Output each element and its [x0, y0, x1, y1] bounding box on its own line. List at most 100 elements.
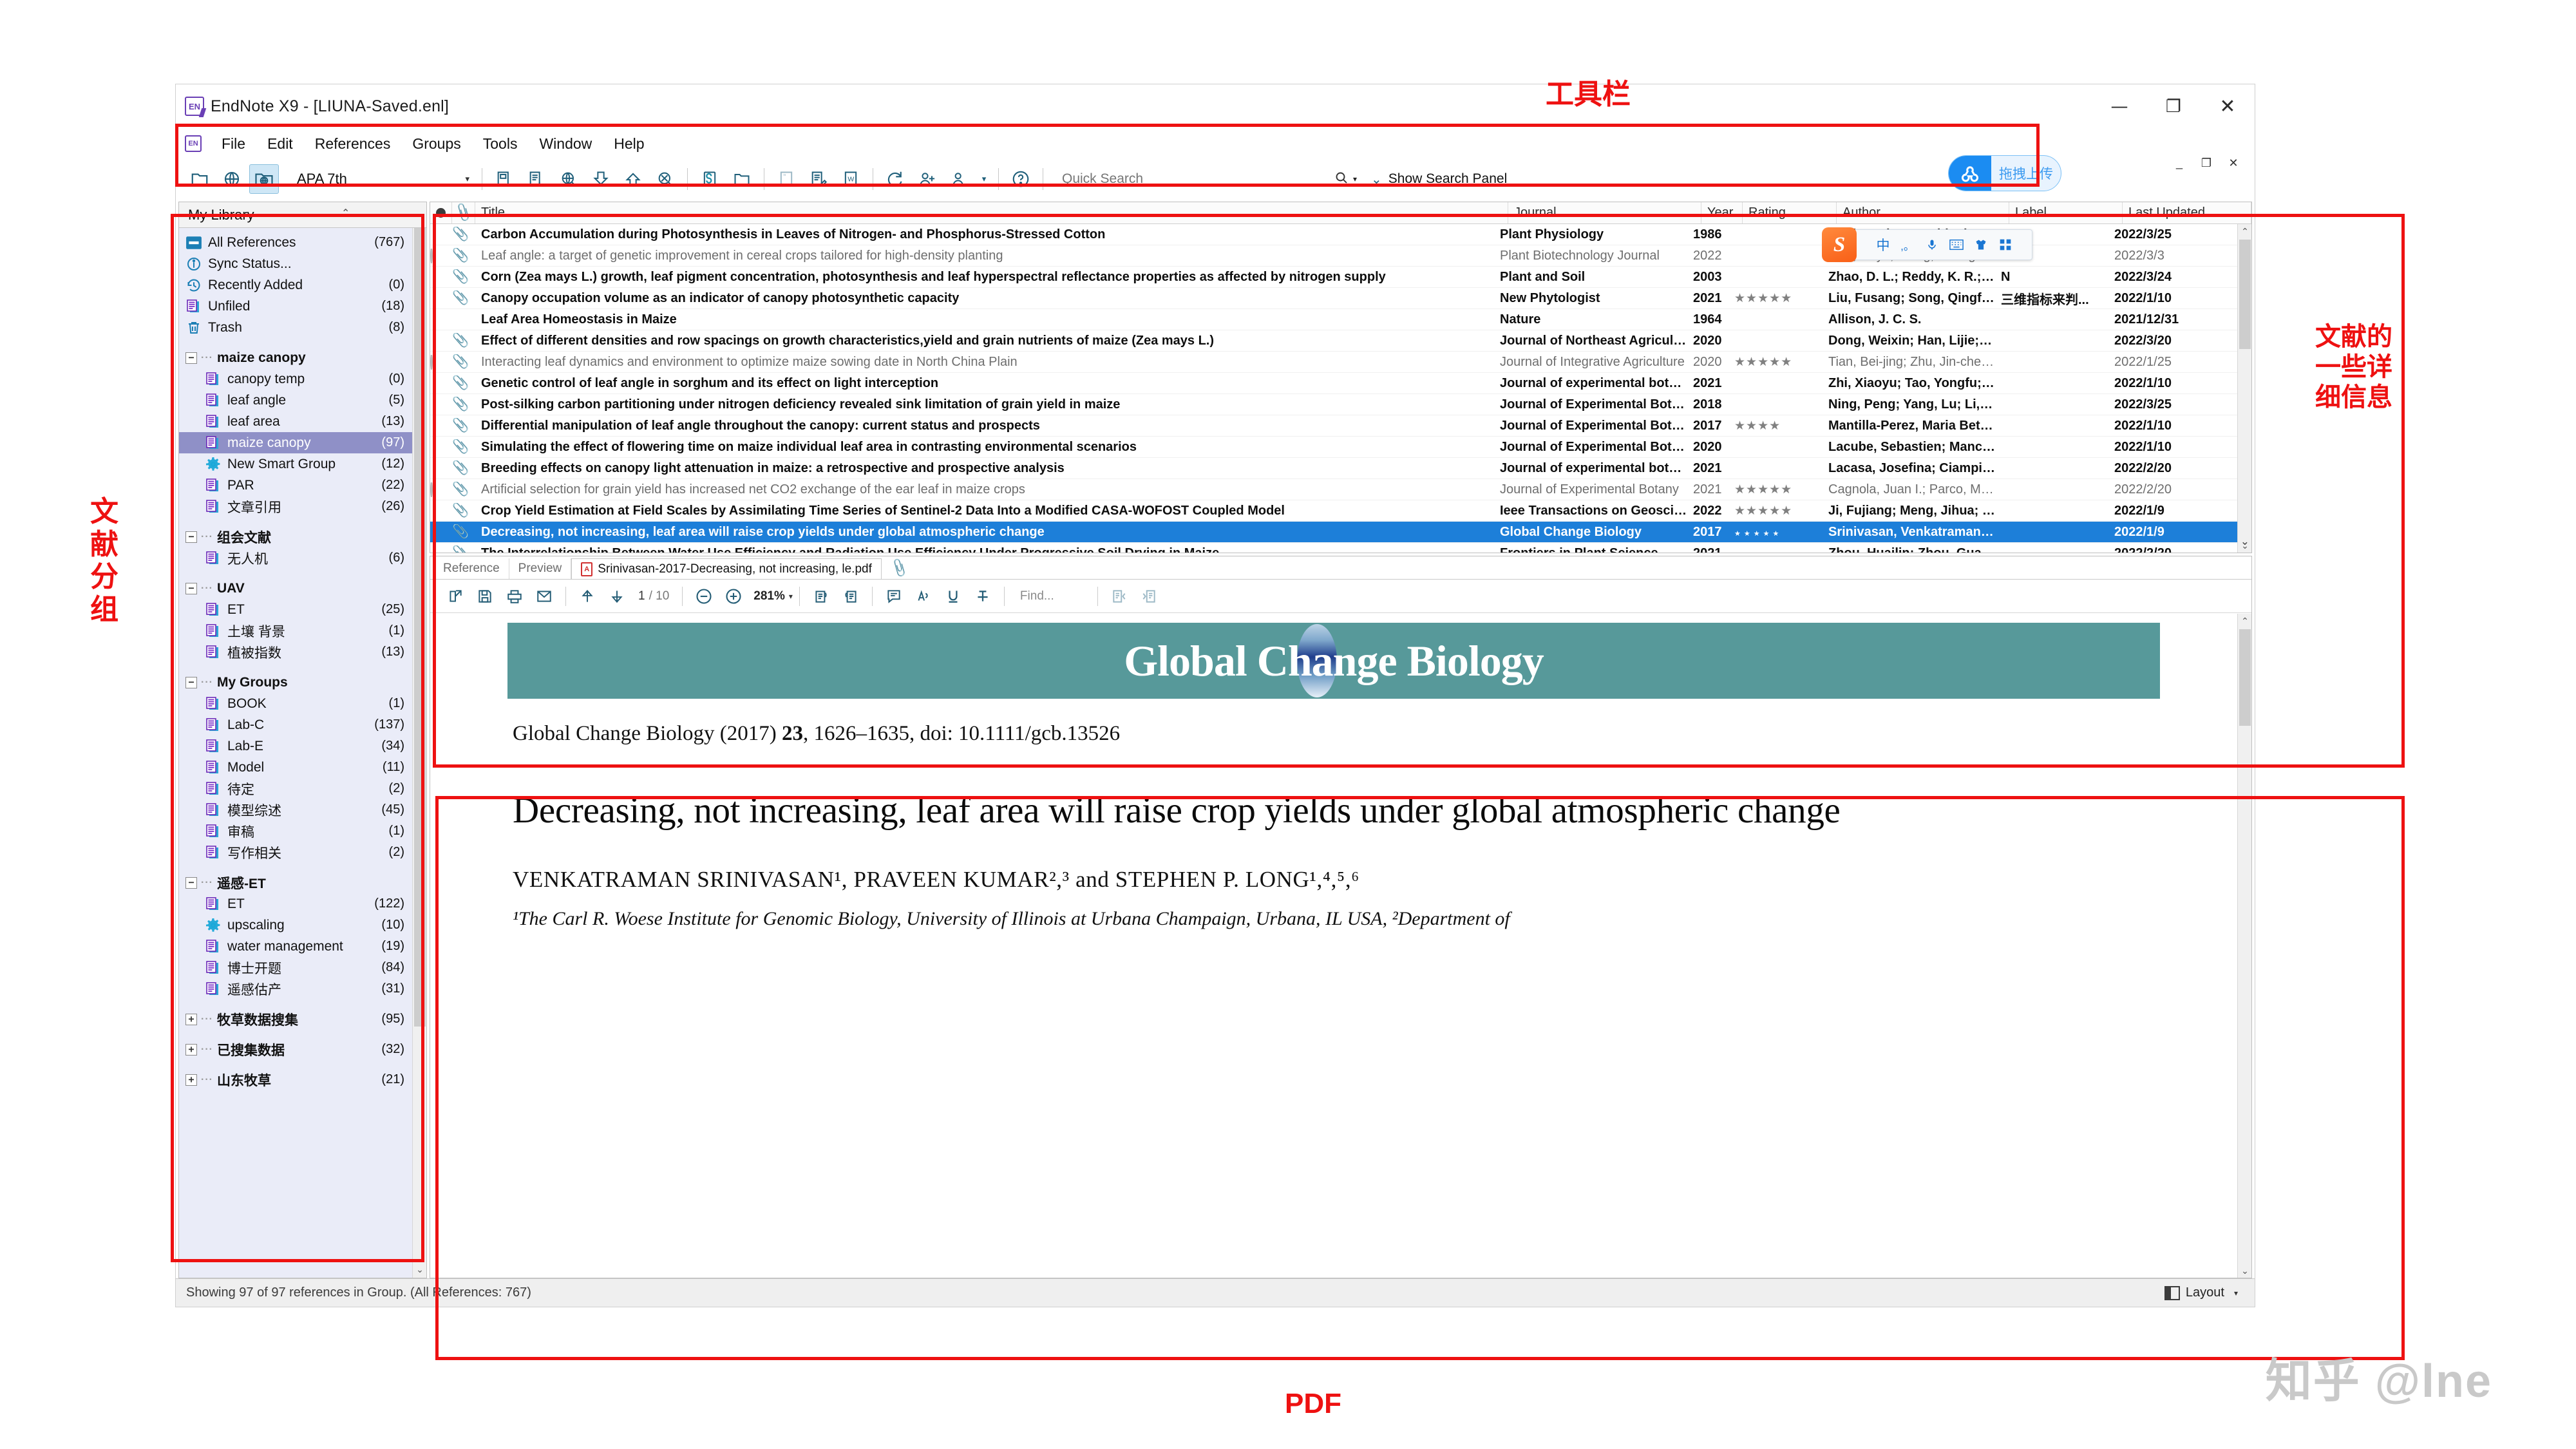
- column-header-title[interactable]: Title: [475, 202, 1508, 223]
- cell-rating[interactable]: ★★★★★: [1728, 355, 1823, 370]
- table-row[interactable]: 📎 Effect of different densities and row s…: [430, 330, 2237, 352]
- edit-citation-icon[interactable]: [804, 164, 833, 194]
- menu-tools[interactable]: Tools: [482, 135, 518, 152]
- rotate-right-icon[interactable]: [838, 583, 864, 609]
- column-header-label[interactable]: Label: [2009, 202, 2123, 223]
- strikethrough-icon[interactable]: [970, 583, 996, 609]
- group-item-23[interactable]: Model (11): [179, 757, 412, 778]
- rotate-left-icon[interactable]: [808, 583, 834, 609]
- attachment-cell[interactable]: 📎: [452, 248, 475, 263]
- expand-icon[interactable]: +: [185, 1043, 197, 1056]
- underline-icon[interactable]: [940, 583, 966, 609]
- print-icon[interactable]: [502, 583, 527, 609]
- attachment-cell[interactable]: 📎: [452, 269, 475, 285]
- group-item-24[interactable]: 待定 (2): [179, 778, 412, 799]
- group-item-29[interactable]: ET (122): [179, 893, 412, 914]
- table-row[interactable]: 📎 Corn (Zea mays L.) growth, leaf pigment…: [430, 267, 2237, 288]
- collapse-icon[interactable]: −: [185, 676, 197, 688]
- insert-citation-icon[interactable]: [695, 164, 724, 194]
- group-item-14[interactable]: 无人机 (6): [179, 547, 412, 569]
- group-item-35[interactable]: + ··· 已搜集数据 (32): [179, 1039, 412, 1060]
- group-item-10[interactable]: New Smart Group (12): [179, 453, 412, 475]
- collapse-icon[interactable]: −: [185, 531, 197, 543]
- collapse-icon[interactable]: −: [185, 582, 197, 594]
- expand-icon[interactable]: +: [185, 1013, 197, 1025]
- attachment-cell[interactable]: 📎: [452, 524, 475, 540]
- tab-pdf-file[interactable]: A Srinivasan-2017-Decreasing, not increa…: [571, 558, 882, 579]
- minimize-button[interactable]: —: [2110, 96, 2128, 117]
- punctuation-icon[interactable]: ,。: [1900, 240, 1915, 252]
- pdf-pane-collapse-caret-icon[interactable]: ⌄: [2240, 535, 2249, 547]
- pdf-scrollbar-thumb[interactable]: [2239, 629, 2251, 726]
- baidu-netdisk-upload-button[interactable]: 拖拽上传: [1948, 155, 2061, 191]
- group-item-25[interactable]: 模型综述 (45): [179, 799, 412, 820]
- pdf-scrollbar[interactable]: ⌃ ⌄: [2237, 614, 2251, 1278]
- column-header-last-updated[interactable]: Last Updated: [2123, 202, 2251, 223]
- share-library-icon[interactable]: [913, 164, 942, 194]
- column-header-author[interactable]: Author: [1837, 202, 2009, 223]
- table-row[interactable]: 📎 Differential manipulation of leaf angle…: [430, 415, 2237, 437]
- group-item-0[interactable]: All References (767): [179, 232, 412, 253]
- page-number-input[interactable]: 1: [638, 589, 645, 603]
- table-row[interactable]: 📎 The Interrelationship Between Water Use…: [430, 543, 2237, 553]
- cite-while-you-write-icon[interactable]: W: [836, 164, 866, 194]
- collapse-icon[interactable]: −: [185, 352, 197, 364]
- group-item-11[interactable]: PAR (22): [179, 475, 412, 496]
- reference-scroll-up-button[interactable]: ⌃: [2241, 225, 2249, 236]
- group-item-20[interactable]: BOOK (1): [179, 693, 412, 714]
- online-search-mode-icon[interactable]: [554, 164, 583, 194]
- highlight-icon[interactable]: [911, 583, 936, 609]
- layout-button[interactable]: Layout ▾: [2164, 1285, 2238, 1300]
- cell-rating[interactable]: ★★★★★: [1728, 482, 1823, 497]
- group-item-36[interactable]: + ··· 山东牧草 (21): [179, 1069, 412, 1090]
- online-search-icon[interactable]: [217, 164, 247, 194]
- read-status-cell[interactable]: [430, 354, 452, 370]
- zoom-caret-icon[interactable]: ▾: [788, 591, 793, 601]
- collapse-icon[interactable]: −: [185, 876, 197, 889]
- attachment-cell[interactable]: 📎: [452, 418, 475, 433]
- group-item-17[interactable]: 土壤 背景 (1): [179, 620, 412, 641]
- table-row[interactable]: 📎 Leaf angle: a target of genetic improve…: [430, 245, 2237, 267]
- group-item-26[interactable]: 审稿 (1): [179, 820, 412, 842]
- group-item-33[interactable]: 遥感估产 (31): [179, 978, 412, 999]
- table-row[interactable]: 📎 Interacting leaf dynamics and environme…: [430, 352, 2237, 373]
- menu-window[interactable]: Window: [539, 135, 592, 152]
- attachment-cell[interactable]: 📎: [452, 227, 475, 242]
- output-style-select[interactable]: APA 7th ▾: [283, 166, 476, 192]
- attachment-cell[interactable]: 📎: [452, 482, 475, 497]
- table-row[interactable]: 📎 Post-silking carbon partitioning under …: [430, 394, 2237, 415]
- tab-reference[interactable]: Reference: [434, 558, 509, 579]
- table-row[interactable]: 📎 Canopy occupation volume as an indicato…: [430, 288, 2237, 309]
- sync-icon[interactable]: [880, 164, 910, 194]
- next-page-icon[interactable]: [604, 583, 630, 609]
- help-icon[interactable]: [1006, 164, 1036, 194]
- group-item-21[interactable]: Lab-C (137): [179, 714, 412, 735]
- chinese-english-toggle-icon[interactable]: 中: [1876, 238, 1890, 253]
- sogou-ime-icon[interactable]: S: [1822, 227, 1857, 262]
- new-reference-icon[interactable]: [522, 164, 551, 194]
- group-item-2[interactable]: Recently Added (0): [179, 274, 412, 296]
- attachment-cell[interactable]: 📎: [452, 545, 475, 553]
- email-icon[interactable]: [531, 583, 557, 609]
- reference-scrollbar-thumb[interactable]: [2239, 240, 2251, 349]
- group-item-22[interactable]: Lab-E (34): [179, 735, 412, 757]
- cell-rating[interactable]: ★★★★★: [1728, 291, 1823, 306]
- group-item-32[interactable]: 博士开题 (84): [179, 957, 412, 978]
- group-item-8[interactable]: leaf area (13): [179, 411, 412, 432]
- expand-icon[interactable]: +: [185, 1074, 197, 1086]
- column-header-rating[interactable]: Rating: [1743, 202, 1837, 223]
- groups-scrollbar-thumb[interactable]: [414, 228, 426, 1027]
- open-external-icon[interactable]: [442, 583, 468, 609]
- search-input[interactable]: [1061, 167, 1331, 191]
- group-item-28[interactable]: − ··· 遥感-ET: [179, 872, 412, 893]
- group-item-18[interactable]: 植被指数 (13): [179, 641, 412, 663]
- cell-rating[interactable]: ★★★★★: [1728, 525, 1823, 540]
- library-sharing-caret-icon[interactable]: ▾: [981, 174, 987, 184]
- save-icon[interactable]: [472, 583, 498, 609]
- attachment-cell[interactable]: 📎: [452, 460, 475, 476]
- sticky-note-icon[interactable]: [881, 583, 907, 609]
- find-fulltext-icon[interactable]: [650, 164, 680, 194]
- attachment-cell[interactable]: 📎: [452, 333, 475, 348]
- local-library-mode-icon[interactable]: [249, 164, 279, 194]
- inner-restore-button[interactable]: ❐: [2201, 156, 2212, 169]
